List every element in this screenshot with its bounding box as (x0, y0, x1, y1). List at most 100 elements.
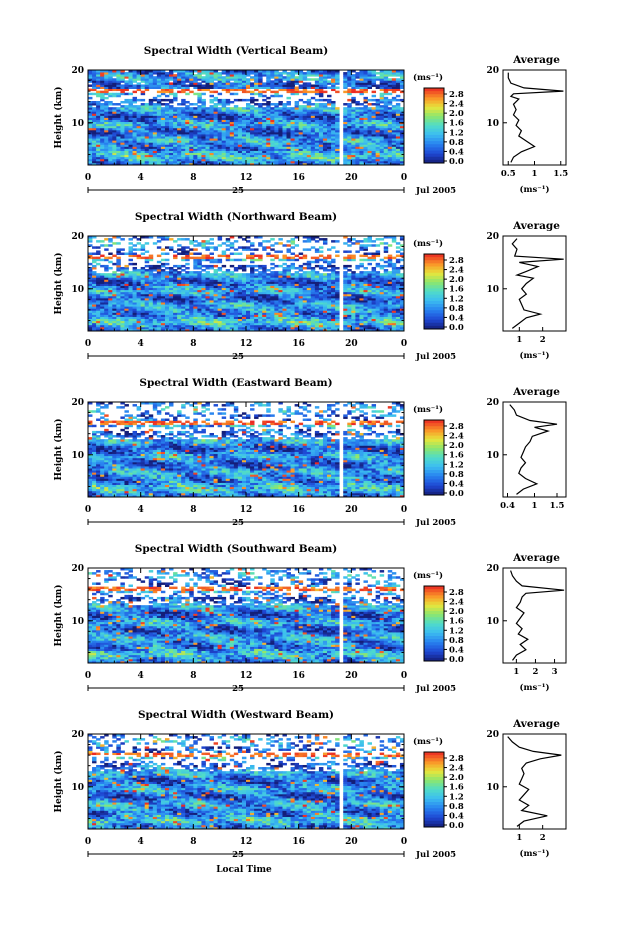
heatmap-cells (88, 402, 405, 498)
colorbar-segment (424, 272, 444, 277)
colorbar-segment (424, 448, 444, 452)
colorbar-segment (424, 441, 444, 446)
colorbar-segment (424, 466, 444, 471)
colorbar-label: 0.8 (449, 802, 464, 812)
panel-4: Spectral Width (Southward Beam)0 4 8 12 16 20… (53, 543, 567, 694)
average-x-tick-label: 1 (513, 667, 519, 677)
y-tick-label: 20 (71, 564, 84, 574)
colorbar-segment (424, 454, 444, 459)
colorbar-segment (424, 288, 444, 293)
colorbar-label: 2.8 (449, 422, 464, 432)
colorbar-label: 0.8 (449, 636, 464, 646)
colorbar-segment (424, 636, 444, 640)
colorbar-label: 2.8 (449, 90, 464, 100)
heatmap-cells (88, 568, 405, 664)
colorbar-segment (424, 257, 444, 261)
colorbar-label: 2.8 (449, 588, 464, 598)
average-y-tick-label: 20 (486, 398, 499, 408)
colorbar-segment (424, 103, 444, 108)
average-y-tick-label: 10 (486, 617, 499, 627)
average-x-tick-label: 2 (532, 667, 538, 677)
colorbar-segment (424, 429, 444, 434)
colorbar-label: 1.2 (449, 294, 464, 304)
colorbar-label: 0.0 (449, 821, 464, 831)
colorbar-label: 2.0 (449, 773, 464, 783)
colorbar-segment (424, 88, 444, 92)
colorbar-label: 0.8 (449, 304, 464, 314)
average-y-tick-label: 20 (486, 564, 499, 574)
colorbar-segment (424, 823, 444, 828)
colorbar-label: 1.2 (449, 460, 464, 470)
average-panel: Average 20 10 0.5 1 1.5 (ms⁻¹) (486, 54, 568, 195)
x-tick-label: 0 (85, 837, 91, 847)
heatmap-cells (88, 236, 405, 332)
x-tick-label: 20 (345, 173, 358, 183)
x-tick-label: 0 (85, 173, 91, 183)
colorbar-segment (424, 777, 444, 781)
x-tick-label: 12 (240, 505, 253, 515)
x-tick-label: 8 (190, 505, 196, 515)
colorbar-label: 1.6 (449, 617, 464, 627)
colorbar-segment (424, 316, 444, 321)
x-tick-label: 8 (190, 671, 196, 681)
colorbar-segment (424, 451, 444, 455)
average-y-tick-label: 20 (486, 232, 499, 242)
colorbar-segment (424, 304, 444, 308)
colorbar-segment (424, 654, 444, 659)
average-panel: Average 20 10 1 2 (ms⁻¹) (486, 220, 567, 361)
average-profile-line (510, 570, 565, 661)
x-tick-label: 4 (138, 837, 144, 847)
average-profile-line (507, 736, 562, 827)
colorbar-segment (424, 109, 444, 114)
y-tick-label: 20 (71, 232, 84, 242)
x-tick-label: 0 (85, 339, 91, 349)
colorbar-label: 2.4 (449, 432, 464, 442)
colorbar-segment (424, 122, 444, 127)
colorbar-segment (424, 808, 444, 812)
colorbar-label: 2.4 (449, 266, 464, 276)
colorbar-segment (424, 325, 444, 330)
colorbar-segment (424, 294, 444, 299)
colorbar-segment (424, 764, 444, 769)
panel-1: Spectral Width (Vertical Beam) 0 4 8 12 16 20 0… (53, 45, 568, 196)
average-y-tick-label: 10 (486, 783, 499, 793)
colorbar-label: 0.0 (449, 323, 464, 333)
x-tick-label: 0 (401, 505, 407, 515)
colorbar-label: 1.2 (449, 792, 464, 802)
colorbar-segment (424, 814, 444, 819)
colorbar-segment (424, 463, 444, 468)
heatmap-cells (88, 70, 405, 166)
colorbar-segment (424, 260, 444, 264)
y-tick-label: 10 (71, 617, 84, 627)
average-x-axis-label: (ms⁻¹) (519, 682, 549, 693)
colorbar-unit: (ms⁻¹) (413, 72, 443, 83)
average-x-axis-label: (ms⁻¹) (519, 350, 549, 361)
colorbar-segment (424, 445, 444, 449)
date-day: 25 (232, 850, 244, 860)
average-x-tick-label: 0.4 (500, 501, 515, 511)
colorbar-segment (424, 153, 444, 158)
y-tick-label: 20 (71, 730, 84, 740)
colorbar-segment (424, 279, 444, 283)
heatmap-cells (88, 734, 405, 830)
colorbar-segment (424, 460, 444, 465)
colorbar-label: 0.4 (449, 811, 464, 821)
panel-title: Spectral Width (Southward Beam) (135, 543, 337, 555)
colorbar-segment (424, 300, 444, 305)
colorbar-segment (424, 269, 444, 274)
x-tick-label: 4 (138, 671, 144, 681)
colorbar-segment (424, 755, 444, 759)
average-x-tick-label: 1 (532, 169, 538, 179)
colorbar-frame (423, 87, 445, 164)
colorbar-segment (424, 589, 444, 593)
average-profile-line (507, 72, 564, 163)
colorbar-label: 2.4 (449, 764, 464, 774)
average-x-tick-label: 1 (516, 335, 522, 345)
average-profile-line (511, 238, 564, 329)
colorbar-label: 0.0 (449, 157, 464, 167)
date-month: Jul 2005 (415, 352, 456, 362)
colorbar-segment (424, 131, 444, 136)
colorbar-segment (424, 811, 444, 816)
panel-5: Spectral Width (Westward Beam)0 4 8 12 16 20 0… (53, 709, 567, 875)
colorbar-label: 1.6 (449, 285, 464, 295)
